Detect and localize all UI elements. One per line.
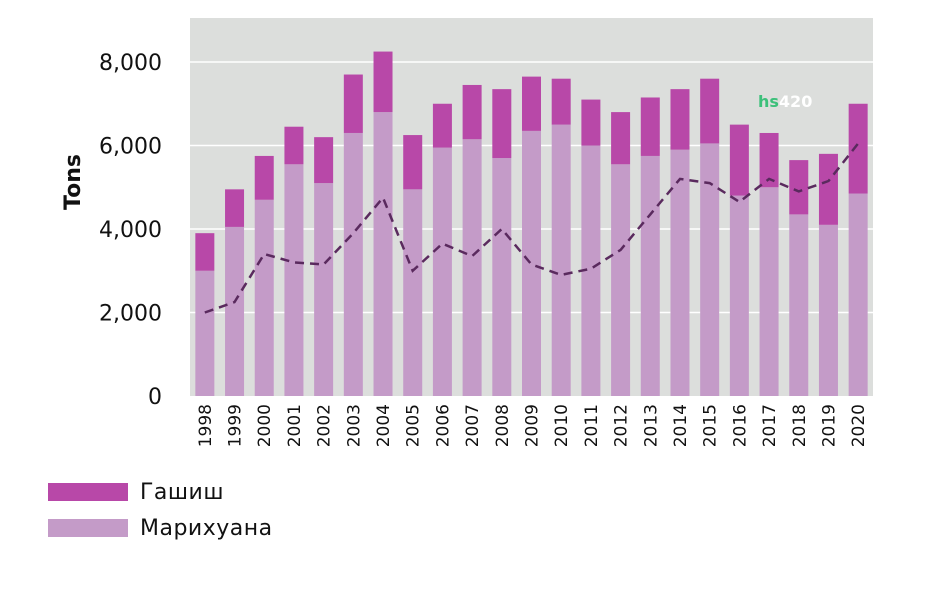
trend-line-path — [204, 142, 860, 314]
trend-line — [204, 142, 860, 314]
x-tick-label: 2004 — [374, 404, 394, 447]
bar-hashish — [611, 112, 631, 165]
bar-hashish — [848, 103, 868, 194]
bar-marijuana — [314, 183, 334, 396]
bar-hashish — [581, 99, 601, 146]
bar-hashish — [195, 233, 215, 271]
bar-hashish — [403, 135, 423, 190]
x-tick-label: 2020 — [849, 404, 869, 447]
y-tick-label: 2,000 — [99, 302, 162, 327]
x-tick-label: 2002 — [315, 404, 335, 447]
bar-marijuana — [581, 145, 601, 396]
bar-marijuana — [284, 164, 304, 396]
x-tick-label: 2001 — [285, 404, 305, 447]
bar-marijuana — [432, 147, 452, 396]
chart: 0 2,000 4,000 6,000 8,000 1998 1999 2000 2001 20… — [61, 18, 873, 447]
bar-marijuana — [818, 224, 838, 396]
bar-marijuana — [789, 214, 809, 396]
legend-item-hashish: Гашиш — [48, 474, 273, 510]
bar-marijuana — [195, 270, 215, 396]
bar-hashish — [522, 76, 541, 131]
bar-marijuana — [403, 189, 423, 396]
bar-marijuana — [522, 130, 541, 396]
bar-hashish — [492, 89, 512, 159]
x-tick-label: 2007 — [463, 404, 483, 447]
x-tick-label: 2000 — [255, 404, 275, 447]
x-tick-label: 2019 — [819, 404, 839, 447]
bar-hashish — [551, 78, 571, 125]
bar-hashish — [700, 78, 720, 144]
y-tick-label: 6,000 — [99, 135, 162, 160]
bar-marijuana — [729, 195, 749, 396]
x-tick-label: 2015 — [701, 404, 721, 447]
bars — [195, 51, 868, 397]
bar-hashish — [432, 103, 452, 148]
bar-marijuana — [670, 149, 690, 396]
bar-marijuana — [700, 143, 720, 396]
bar-marijuana — [551, 124, 571, 396]
y-axis-ticks: 0 2,000 4,000 6,000 8,000 — [99, 51, 162, 410]
x-tick-label: 2016 — [730, 404, 750, 447]
watermark: hs420 — [758, 92, 812, 111]
bar-marijuana — [492, 158, 512, 396]
legend: Гашиш Марихуана — [48, 474, 273, 546]
y-tick-label: 4,000 — [99, 218, 162, 243]
bar-hashish — [818, 153, 838, 225]
legend-swatch-marijuana — [48, 519, 128, 537]
bar-hashish — [314, 137, 334, 184]
bar-hashish — [670, 89, 690, 150]
bar-marijuana — [254, 199, 274, 396]
legend-swatch-hashish — [48, 483, 128, 501]
bar-marijuana — [640, 155, 660, 396]
bar-marijuana — [343, 132, 363, 396]
bar-marijuana — [225, 226, 245, 396]
x-tick-label: 2011 — [582, 404, 602, 447]
bar-marijuana — [848, 193, 868, 396]
bar-hashish — [759, 132, 779, 188]
x-tick-label: 2017 — [760, 404, 780, 447]
x-tick-label: 2018 — [790, 404, 810, 447]
bar-marijuana — [759, 187, 779, 396]
x-tick-label: 2014 — [671, 404, 691, 447]
x-tick-label: 2009 — [523, 404, 543, 447]
x-tick-label: 2012 — [612, 404, 632, 447]
x-tick-label: 1999 — [226, 404, 246, 447]
y-tick-label: 8,000 — [99, 51, 162, 76]
bar-hashish — [373, 51, 393, 113]
x-tick-label: 2008 — [493, 404, 513, 447]
bar-hashish — [343, 74, 363, 133]
x-tick-label: 2013 — [641, 404, 661, 447]
bar-marijuana — [373, 112, 393, 396]
bar-hashish — [284, 126, 304, 165]
bar-hashish — [729, 124, 749, 196]
bar-hashish — [640, 97, 660, 156]
legend-label-marijuana: Марихуана — [140, 515, 273, 541]
x-tick-label: 2010 — [552, 404, 572, 447]
bar-hashish — [225, 189, 245, 227]
legend-label-hashish: Гашиш — [140, 479, 224, 505]
x-tick-label: 2003 — [344, 404, 364, 447]
watermark-part2: 420 — [778, 92, 813, 111]
x-tick-label: 1998 — [196, 404, 216, 447]
y-tick-label: 0 — [148, 385, 162, 410]
x-tick-label: 2005 — [404, 404, 424, 447]
watermark-part1: hs — [758, 92, 779, 111]
x-tick-label: 2006 — [433, 404, 453, 447]
bar-hashish — [789, 160, 809, 215]
legend-item-marijuana: Марихуана — [48, 510, 273, 546]
bar-marijuana — [462, 139, 482, 397]
x-axis-ticks: 1998 1999 2000 2001 2002 2003 2004 2005 2006 2007… — [196, 404, 869, 447]
bar-hashish — [254, 155, 274, 200]
bar-hashish — [462, 84, 482, 140]
bar-marijuana — [611, 164, 631, 396]
y-axis-label: Tons — [61, 154, 86, 210]
